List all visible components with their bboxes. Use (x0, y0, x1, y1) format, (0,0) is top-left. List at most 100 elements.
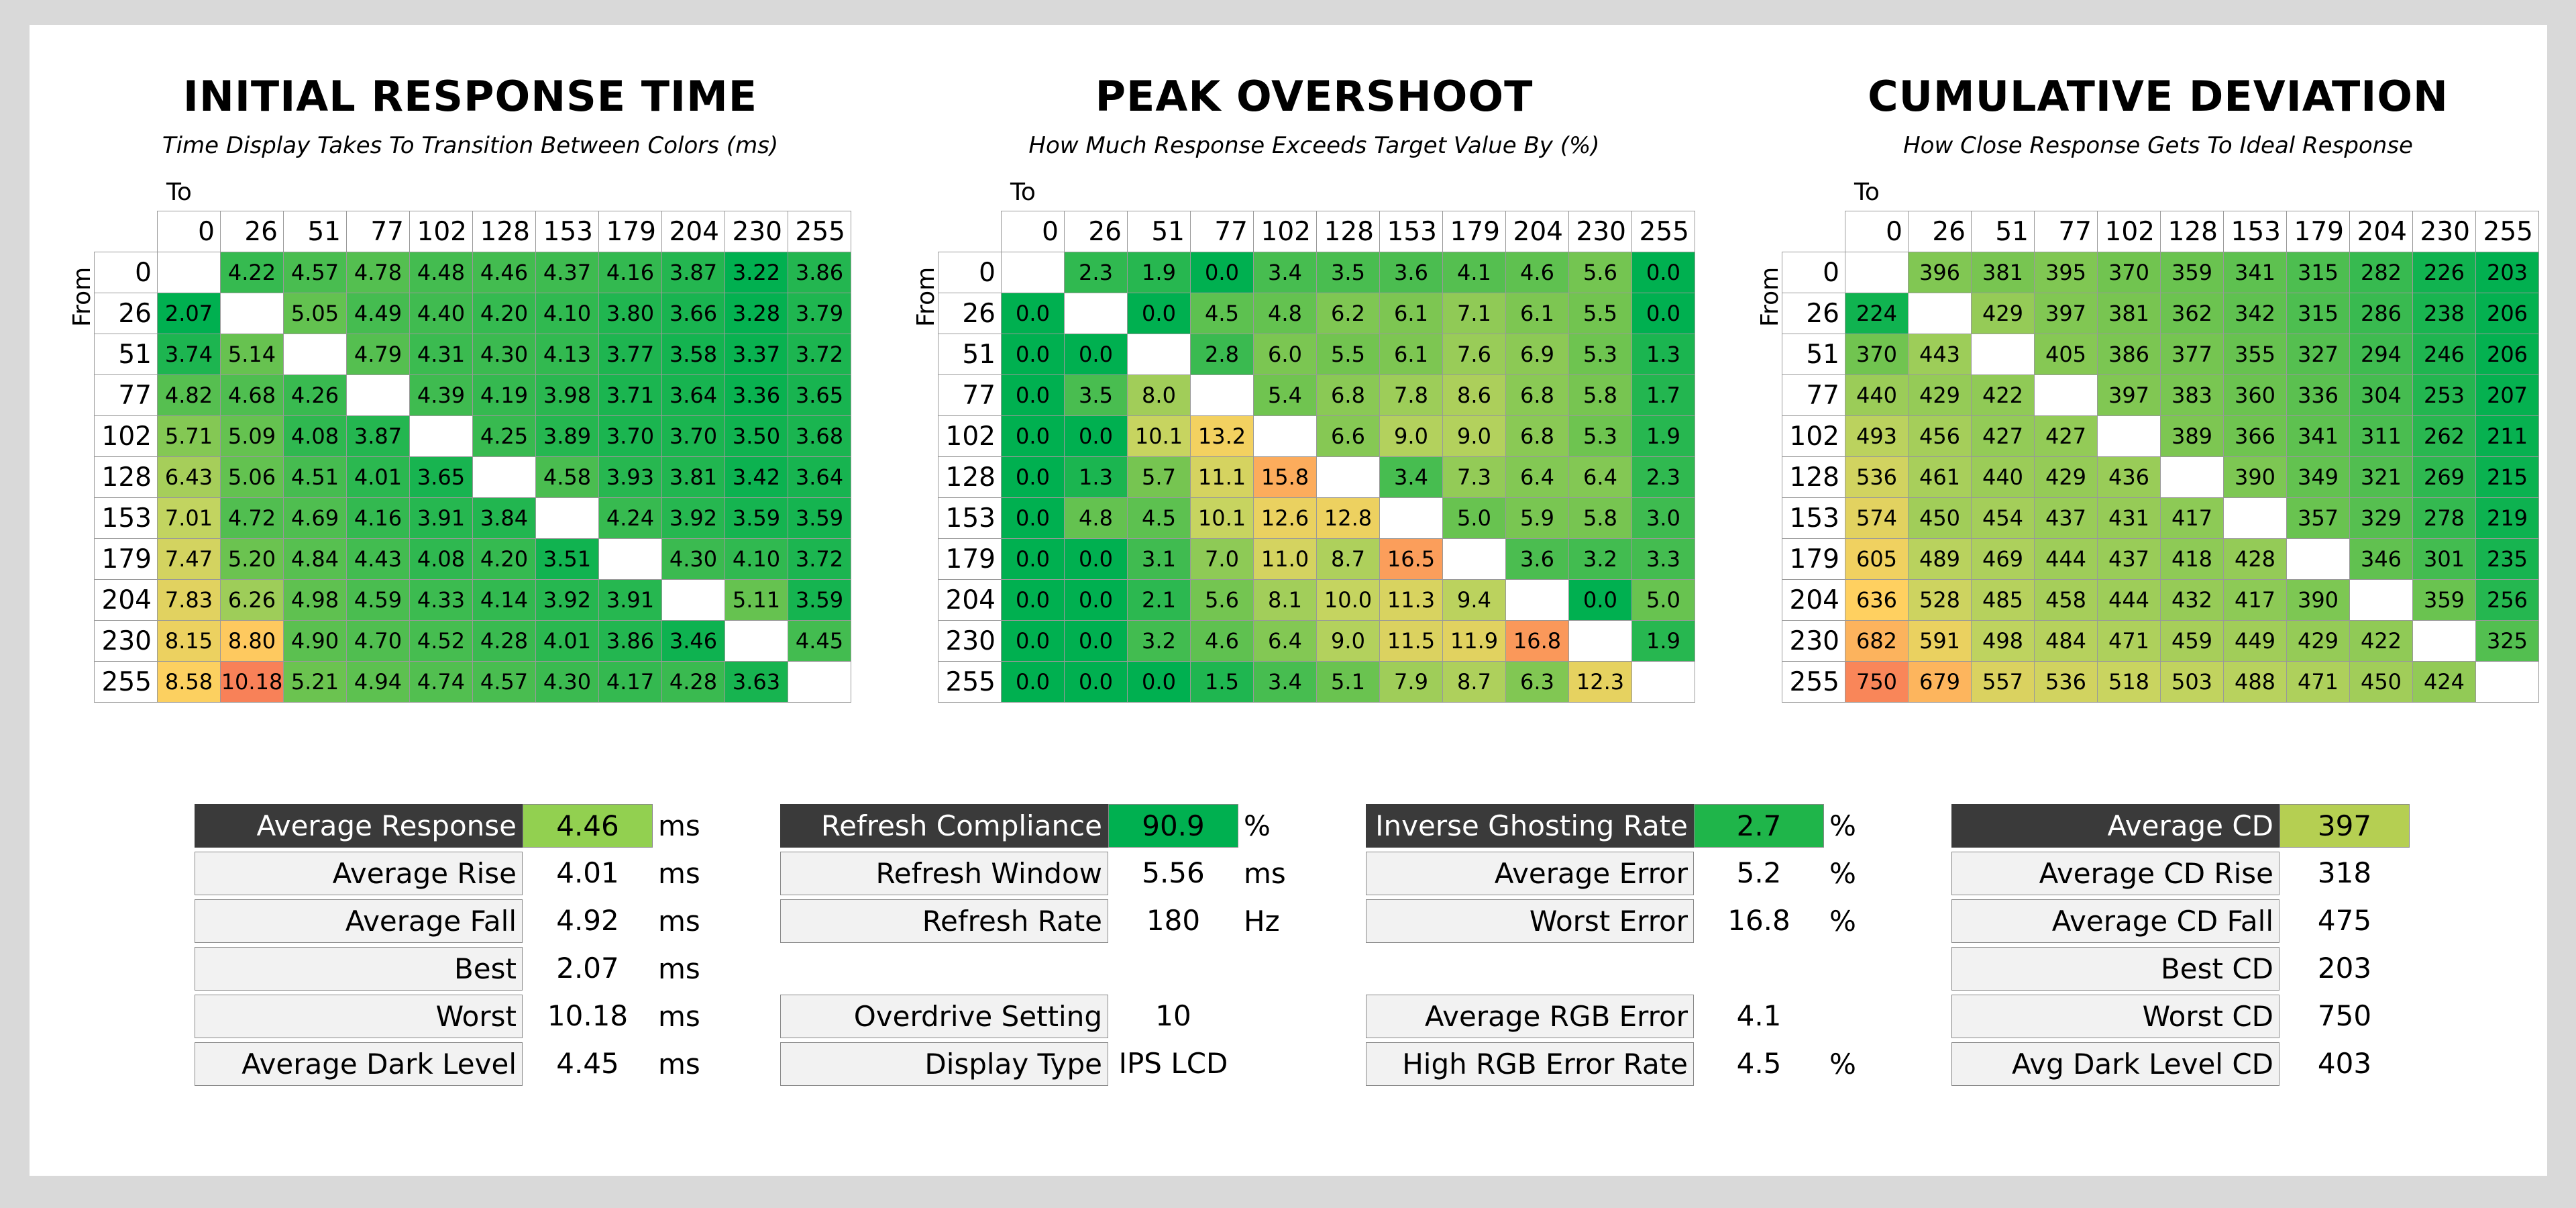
stat-label: Average Error (1366, 852, 1694, 895)
stat-value: 397 (2279, 804, 2410, 848)
stat-unit: % (1829, 809, 1856, 842)
stat-value: 4.45 (556, 1047, 619, 1080)
heatmap-cell: 437 (2097, 538, 2161, 580)
heatmap-cell: 4.78 (346, 252, 410, 293)
heatmap-cell: 4.30 (472, 334, 536, 375)
column-header: 77 (1190, 211, 1254, 252)
heatmap-cell: 0.0 (1064, 334, 1128, 375)
heatmap-cell: 484 (2034, 620, 2098, 662)
diagonal-cell (472, 456, 536, 498)
stat-unit: % (1244, 809, 1271, 842)
column-header: 153 (535, 211, 599, 252)
heatmap-cell: 3.81 (661, 456, 725, 498)
heatmap-cell: 4.70 (346, 620, 410, 662)
heatmap-cell: 3.59 (788, 579, 851, 621)
heatmap-cell: 4.20 (472, 293, 536, 334)
column-header: 51 (283, 211, 347, 252)
heatmap-cell: 444 (2034, 538, 2098, 580)
column-header: 128 (1316, 211, 1380, 252)
heatmap-cell: 488 (2223, 661, 2287, 703)
heatmap-cell: 4.5 (1190, 293, 1254, 334)
heatmap-cell: 444 (2097, 579, 2161, 621)
heatmap-cell: 4.6 (1190, 620, 1254, 662)
heatmap-cell: 0.0 (1001, 293, 1065, 334)
heatmap-cell: 3.89 (535, 415, 599, 457)
heatmap-cell: 11.9 (1442, 620, 1506, 662)
heatmap-cell: 4.90 (283, 620, 347, 662)
stat-value: 2.7 (1694, 804, 1824, 848)
row-header: 77 (1782, 374, 1845, 416)
stat-unit: ms (658, 809, 700, 842)
heatmap-cell: 1.9 (1631, 620, 1695, 662)
heatmap-cell: 4.20 (472, 538, 536, 580)
heatmap-cell: 3.91 (598, 579, 662, 621)
stat-label: Average CD Rise (1951, 852, 2279, 895)
heatmap-cell: 4.10 (724, 538, 788, 580)
heatmap-cell: 528 (1908, 579, 1972, 621)
row-header: 0 (1782, 252, 1845, 293)
heatmap-cell: 224 (1845, 293, 1909, 334)
heatmap-cell: 9.0 (1442, 415, 1506, 457)
heatmap-cell: 4.82 (157, 374, 221, 416)
heatmap-cell: 682 (1845, 620, 1909, 662)
heatmap-cell: 4.25 (472, 415, 536, 457)
heatmap-cell: 3.71 (598, 374, 662, 416)
column-header: 102 (1253, 211, 1317, 252)
row-header: 179 (1782, 538, 1845, 580)
heatmap-cell: 2.3 (1064, 252, 1128, 293)
heatmap-cell: 6.8 (1505, 415, 1569, 457)
heatmap-cell: 4.46 (472, 252, 536, 293)
overshoot-stats: Inverse Ghosting Rate 2.7% Average Error 5.… (1366, 802, 1856, 1088)
heatmap-cell: 5.1 (1316, 661, 1380, 703)
heatmap-cell: 8.15 (157, 620, 221, 662)
diagonal-cell (1064, 293, 1128, 334)
heatmap-cell: 397 (2097, 374, 2161, 416)
heatmap-cell: 440 (1971, 456, 2035, 498)
heatmap-cell: 5.0 (1631, 579, 1695, 621)
heatmap-cell: 4.6 (1505, 252, 1569, 293)
heatmap-cell: 6.2 (1316, 293, 1380, 334)
heatmap-cell: 471 (2286, 661, 2350, 703)
stat-row: Best 2.07 ms (195, 945, 700, 993)
diagonal-cell (1845, 252, 1909, 293)
heatmap-cell: 15.8 (1253, 456, 1317, 498)
heatmap-cell: 226 (2412, 252, 2476, 293)
stat-value: 475 (2317, 904, 2372, 937)
stat-label: Display Type (780, 1042, 1108, 1086)
heatmap-cell: 5.09 (220, 415, 284, 457)
to-axis-label: To (1854, 179, 1880, 206)
heatmap-cell: 471 (2097, 620, 2161, 662)
panel-subtitle: How Much Response Exceeds Target Value B… (1028, 132, 1600, 159)
panel-subtitle: Time Display Takes To Transition Between… (162, 132, 779, 159)
heatmap-cell: 6.4 (1568, 456, 1632, 498)
heatmap-cell: 360 (2223, 374, 2287, 416)
heatmap-cell: 4.01 (535, 620, 599, 662)
heatmap-cell: 377 (2160, 334, 2224, 375)
stat-label: Worst CD (1951, 995, 2279, 1038)
row-header: 102 (938, 415, 1002, 457)
heatmap-cell: 6.0 (1253, 334, 1317, 375)
heatmap-cell: 397 (2034, 293, 2098, 334)
column-header: 230 (2412, 211, 2476, 252)
heatmap-cell: 3.59 (724, 497, 788, 539)
heatmap-cell: 0.0 (1064, 538, 1128, 580)
heatmap-cell: 459 (2160, 620, 2224, 662)
heatmap-cell: 1.9 (1127, 252, 1191, 293)
heatmap-cell: 450 (2349, 661, 2413, 703)
heatmap-cell: 5.5 (1316, 334, 1380, 375)
diagonal-cell (1971, 334, 2035, 375)
heatmap-cell: 4.5 (1127, 497, 1191, 539)
heatmap-cell: 4.51 (283, 456, 347, 498)
column-header: 102 (409, 211, 473, 252)
column-header: 204 (661, 211, 725, 252)
heatmap-cell: 3.93 (598, 456, 662, 498)
heatmap-cell: 3.72 (788, 334, 851, 375)
column-header: 204 (2349, 211, 2413, 252)
heatmap-cell: 329 (2349, 497, 2413, 539)
diagonal-cell (1379, 497, 1443, 539)
heatmap-cell: 432 (2160, 579, 2224, 621)
heatmap-cell: 349 (2286, 456, 2350, 498)
heatmap-cell: 294 (2349, 334, 2413, 375)
heatmap-cell: 327 (2286, 334, 2350, 375)
stat-label: Inverse Ghosting Rate (1366, 804, 1694, 848)
